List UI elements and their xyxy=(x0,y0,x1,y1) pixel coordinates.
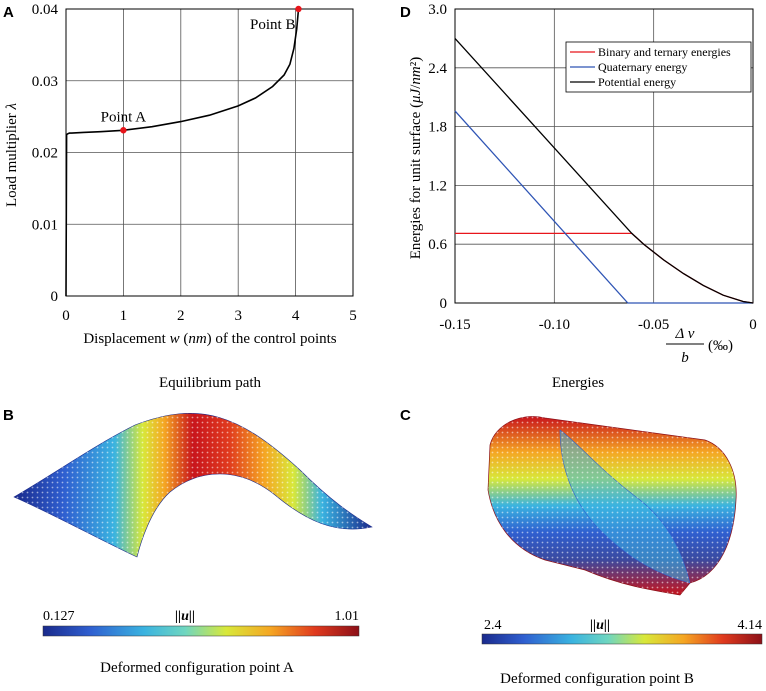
panel-c-caption: Deformed configuration point B xyxy=(500,671,694,687)
chart-a-caption: Equilibrium path xyxy=(159,375,262,391)
x-tick-label: -0.15 xyxy=(439,317,470,333)
x-tick-label: 0 xyxy=(749,317,757,333)
chart-d-energies: -0.15 -0.10 -0.05 0 0 0.6 1.2 1.8 2.4 3.0 Energie… xyxy=(408,2,757,391)
chart-a-ylabel: Load multiplier λ xyxy=(4,103,20,207)
y-tick-label: 0.02 xyxy=(32,146,58,162)
legend-label-potential: Potential energy xyxy=(598,75,676,89)
colorbar-b-label: ||u|| xyxy=(175,609,195,624)
y-tick-label: 0.03 xyxy=(32,74,58,90)
colorbar-b-min: 0.127 xyxy=(43,609,75,624)
colorbar-c-max: 4.14 xyxy=(738,618,763,633)
panel-letter-d: D xyxy=(400,4,411,21)
y-tick-label: 1.8 xyxy=(428,120,447,136)
panel-letter-b: B xyxy=(3,407,14,424)
colorbar-c-label: ||u|| xyxy=(590,618,610,633)
colorbar-c xyxy=(481,633,763,645)
series-potential-energy xyxy=(454,37,754,304)
point-a-label: Point A xyxy=(101,109,147,125)
y-tick-label: 0 xyxy=(51,289,59,305)
chart-a-xlabel: Displacement w (nm) of the control point… xyxy=(83,331,336,347)
y-tick-label: 1.2 xyxy=(428,178,447,194)
chart-d-legend: Binary and ternary energies Quaternary e… xyxy=(565,41,752,93)
panel-b-caption: Deformed configuration point A xyxy=(100,660,294,676)
series-equilibrium-path xyxy=(65,8,300,297)
y-tick-label: 2.4 xyxy=(428,61,447,77)
point-b-marker xyxy=(295,5,302,13)
chart-d-frame xyxy=(454,8,754,304)
x-tick-label: 0 xyxy=(62,308,70,324)
panel-b-deformed-sheet: 0.127 ||u|| 1.01 Deformed configuration … xyxy=(13,413,373,676)
x-tick-label: -0.05 xyxy=(638,317,669,333)
series-quaternary-energy xyxy=(454,110,753,304)
chart-d-xlabel-denominator: b xyxy=(681,350,689,366)
point-b-label: Point B xyxy=(250,17,295,33)
chart-d-xlabel: Δ v b (‰) xyxy=(666,326,733,366)
chart-a-equilibrium-path: 0 1 2 3 4 5 0 0.01 0.02 0.03 0.04 Point A Point B D… xyxy=(4,2,357,391)
panel-letter-c: C xyxy=(400,407,411,424)
x-tick-label: 4 xyxy=(292,308,300,324)
colorbar-c-min: 2.4 xyxy=(484,618,502,633)
y-tick-label: 0 xyxy=(440,296,448,312)
y-tick-label: 0.04 xyxy=(32,2,59,18)
chart-d-xlabel-unit: (‰) xyxy=(708,338,733,354)
x-tick-label: -0.10 xyxy=(539,317,570,333)
panel-c-deformed-cylinder: 2.4 ||u|| 4.14 Deformed configuration po… xyxy=(481,416,763,687)
chart-d-ylabel: Energies for unit surface (μJ/nm²) xyxy=(408,57,424,260)
panel-letter-a: A xyxy=(3,4,14,21)
legend-label-quaternary: Quaternary energy xyxy=(598,60,687,74)
x-tick-label: 1 xyxy=(120,308,128,324)
chart-d-caption: Energies xyxy=(552,375,604,391)
legend-label-binary-ternary: Binary and ternary energies xyxy=(598,45,731,59)
x-tick-label: 5 xyxy=(349,308,357,324)
colorbar-b-max: 1.01 xyxy=(335,609,360,624)
y-tick-label: 0.01 xyxy=(32,217,58,233)
y-tick-label: 0.6 xyxy=(428,237,447,253)
point-a-marker xyxy=(120,127,127,134)
chart-d-xlabel-numerator: Δ v xyxy=(675,326,695,342)
x-tick-label: 3 xyxy=(234,308,242,324)
colorbar-b xyxy=(42,625,360,637)
x-tick-label: 2 xyxy=(177,308,185,324)
chart-a-grid xyxy=(65,8,354,297)
y-tick-label: 3.0 xyxy=(428,2,447,18)
